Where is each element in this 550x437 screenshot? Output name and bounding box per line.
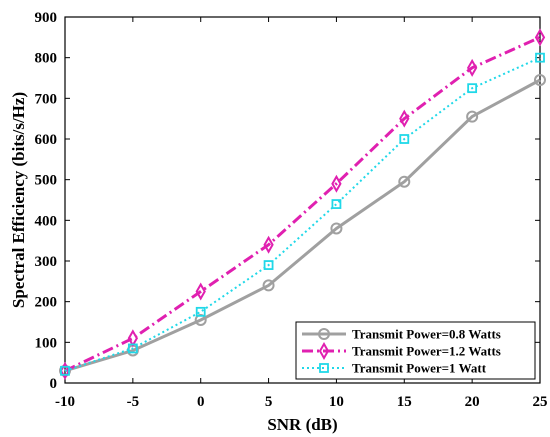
plot-frame [64, 16, 541, 384]
data-point [466, 58, 478, 77]
data-point [262, 279, 275, 292]
plot-area [64, 16, 541, 384]
legend-label: Transmit Power=0.8 Watts [352, 327, 501, 342]
legend-item: Transmit Power=1 Watt [302, 361, 487, 376]
x-tick-label: -10 [55, 394, 75, 410]
series-group [59, 28, 546, 380]
legend-item: Transmit Power=0.8 Watts [302, 327, 501, 342]
y-tick-label: 200 [35, 295, 58, 311]
data-point [195, 282, 206, 301]
y-tick-label: 0 [50, 376, 58, 392]
legend-label: Transmit Power=1 Watt [352, 361, 487, 376]
data-point [263, 235, 274, 254]
data-point [331, 174, 342, 193]
legend-box [295, 321, 536, 380]
data-point [59, 361, 71, 380]
y-tick-label: 900 [35, 10, 58, 26]
y-tick-label: 800 [35, 51, 58, 67]
y-tick-label: 400 [35, 213, 58, 229]
series-line [64, 35, 541, 373]
series-group [60, 52, 545, 376]
y-tick-label: 500 [35, 173, 58, 189]
data-point [398, 175, 411, 188]
data-point [535, 52, 545, 63]
x-axis-title: SNR (dB) [267, 415, 337, 434]
x-tick-label: 5 [265, 394, 273, 410]
legend-item: Transmit Power=1.2 Watts [302, 341, 501, 361]
x-tick-label: 10 [329, 394, 344, 410]
y-axis-title: Spectral Efficiency (bits/s/Hz) [9, 92, 28, 308]
data-point [330, 222, 343, 235]
x-tick-label: 20 [465, 394, 480, 410]
y-tick-label: 100 [35, 335, 58, 351]
series-line [64, 78, 541, 373]
data-point [467, 83, 478, 94]
data-point [399, 134, 410, 144]
data-point [127, 343, 138, 354]
data-point [195, 306, 206, 317]
y-axis: 0 100 200 300 400 500 600 700 800 900 [35, 10, 540, 392]
y-tick-label: 300 [35, 254, 58, 270]
x-tick-label: 0 [197, 394, 205, 410]
x-tick-label: 15 [397, 394, 412, 410]
legend-marker [319, 363, 329, 373]
data-point [263, 260, 274, 270]
legend-label: Transmit Power=1.2 Watts [352, 344, 501, 359]
y-tick-label: 600 [35, 132, 58, 148]
legend: Transmit Power=0.8 Watts Transmit Power=1… [295, 321, 536, 380]
data-point [399, 109, 410, 128]
x-tick-label: -5 [127, 394, 140, 410]
data-point [534, 28, 546, 47]
data-point [60, 365, 70, 376]
series-layer [59, 28, 546, 380]
x-axis: -10 -5 0 5 10 15 20 25 [55, 17, 548, 410]
series-line [64, 56, 541, 372]
data-point [466, 110, 479, 123]
data-point [331, 199, 342, 209]
x-tick-label: 25 [533, 394, 548, 410]
legend-marker [318, 328, 330, 340]
data-point [534, 74, 546, 87]
legend-marker [318, 341, 330, 361]
y-tick-label: 700 [35, 91, 58, 107]
